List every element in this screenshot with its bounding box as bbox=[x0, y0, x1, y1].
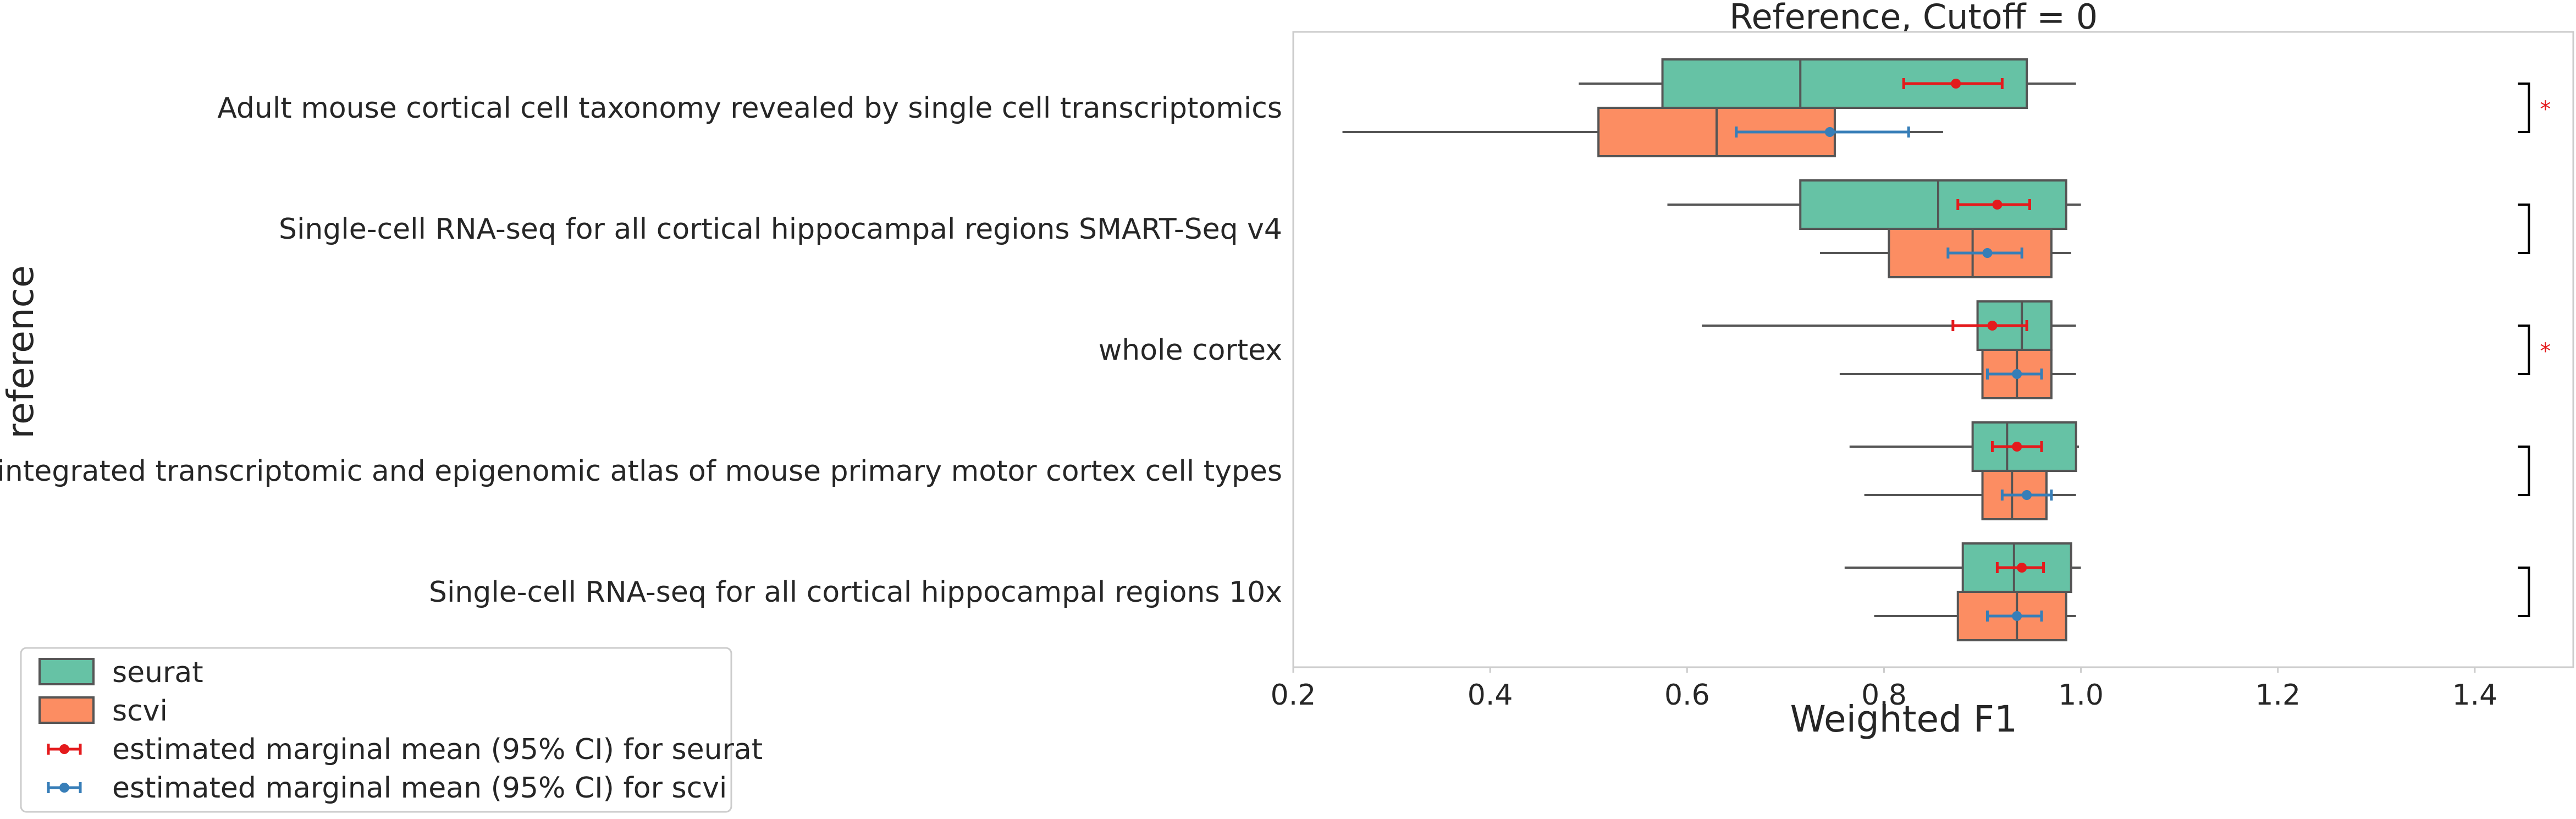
mean-point bbox=[2012, 369, 2022, 379]
mean-point bbox=[2012, 442, 2022, 452]
legend-label: scvi bbox=[112, 695, 168, 728]
x-tick-label-4: 1.0 bbox=[2058, 679, 2104, 712]
emm-0-1 bbox=[1956, 199, 2031, 210]
category-label-0: Adult mouse cortical cell taxonomy revea… bbox=[217, 92, 1282, 125]
legend-swatch bbox=[38, 696, 95, 724]
legend-swatch bbox=[38, 658, 95, 685]
x-tick-label-0: 0.2 bbox=[1271, 679, 1316, 712]
x-tick-label-3: 0.8 bbox=[1861, 679, 1907, 712]
mean-point bbox=[1951, 79, 1961, 89]
significance-bracket-4 bbox=[2518, 567, 2530, 617]
box-scvi-1 bbox=[1820, 228, 2071, 278]
x-tick-label-1: 0.4 bbox=[1468, 679, 1513, 712]
bracket-line bbox=[2518, 204, 2530, 254]
legend: seurat scvi estimated marginal mean (95% C… bbox=[20, 647, 763, 813]
emm-0-2 bbox=[1951, 320, 2028, 331]
emm-1-1 bbox=[1946, 248, 2023, 259]
bracket-line bbox=[2518, 325, 2530, 375]
mean-point bbox=[2012, 611, 2022, 621]
emm-0-3 bbox=[1990, 441, 2043, 452]
category-label-3: An integrated transcriptomic and epigeno… bbox=[0, 455, 1282, 488]
legend-label: estimated marginal mean (95% CI) for scv… bbox=[112, 772, 727, 805]
emm-0-4 bbox=[1995, 562, 2045, 573]
category-label-1: Single-cell RNA-seq for all cortical hip… bbox=[279, 213, 1282, 246]
significance-bracket-0: * bbox=[2518, 83, 2551, 133]
emm-1-2 bbox=[1985, 369, 2043, 380]
box-seurat-4 bbox=[1844, 542, 2081, 593]
legend-entry-2: estimated marginal mean (95% CI) for seu… bbox=[47, 733, 763, 766]
legend-entry-0: seurat bbox=[38, 656, 203, 689]
legend-frame bbox=[20, 647, 732, 813]
x-tick-label-5: 1.2 bbox=[2255, 679, 2301, 712]
mean-point bbox=[1987, 321, 1998, 331]
significance-marker: * bbox=[2540, 339, 2551, 364]
boxes-layer bbox=[1342, 58, 2081, 641]
chart-title: Reference, Cutoff = 0 bbox=[1729, 0, 2098, 37]
legend-entry-1: scvi bbox=[38, 695, 168, 728]
bracket-line bbox=[2518, 446, 2530, 496]
emm-1-4 bbox=[1985, 611, 2043, 622]
significance-bracket-2: * bbox=[2518, 325, 2551, 375]
significance-bracket-3 bbox=[2518, 446, 2530, 496]
mean-point bbox=[1982, 248, 1993, 258]
bracket-line bbox=[2518, 83, 2530, 133]
legend-label: seurat bbox=[112, 656, 203, 689]
legend-mean-point bbox=[59, 783, 69, 793]
significance-brackets-layer: ** bbox=[2518, 83, 2551, 617]
emm-1-3 bbox=[2000, 490, 2053, 501]
legend-entries: seurat scvi estimated marginal mean (95% C… bbox=[38, 656, 763, 805]
box-scvi-4 bbox=[1874, 591, 2076, 641]
mean-point bbox=[1992, 200, 2003, 210]
significance-marker: * bbox=[2540, 97, 2551, 122]
category-labels: Adult mouse cortical cell taxonomy revea… bbox=[0, 92, 1282, 609]
x-tick-label-6: 1.4 bbox=[2452, 679, 2498, 712]
mean-point bbox=[1824, 127, 1835, 137]
mean-point bbox=[2017, 563, 2027, 573]
box-seurat-3 bbox=[1849, 421, 2079, 472]
legend-label: estimated marginal mean (95% CI) for seu… bbox=[112, 733, 763, 766]
bracket-line bbox=[2518, 567, 2530, 617]
legend-entry-3: estimated marginal mean (95% CI) for scv… bbox=[47, 772, 727, 805]
y-axis-label: reference bbox=[0, 265, 42, 438]
emm-1-0 bbox=[1735, 127, 1910, 138]
x-axis-ticks: 0.2 0.4 0.6 0.8 1.0 1.2 1.4 bbox=[1271, 667, 2498, 712]
emm-0-0 bbox=[1902, 78, 2004, 89]
x-tick-label-2: 0.6 bbox=[1664, 679, 1710, 712]
x-axis-label: Weighted F1 bbox=[1790, 698, 2017, 740]
category-label-4: Single-cell RNA-seq for all cortical hip… bbox=[429, 576, 1282, 609]
marginal-means-layer bbox=[1735, 78, 2053, 622]
legend-mean-point bbox=[59, 744, 69, 754]
significance-bracket-1 bbox=[2518, 204, 2530, 254]
category-label-2: whole cortex bbox=[1099, 334, 1282, 367]
plot-area-frame bbox=[1292, 31, 2574, 668]
mean-point bbox=[2022, 490, 2032, 500]
